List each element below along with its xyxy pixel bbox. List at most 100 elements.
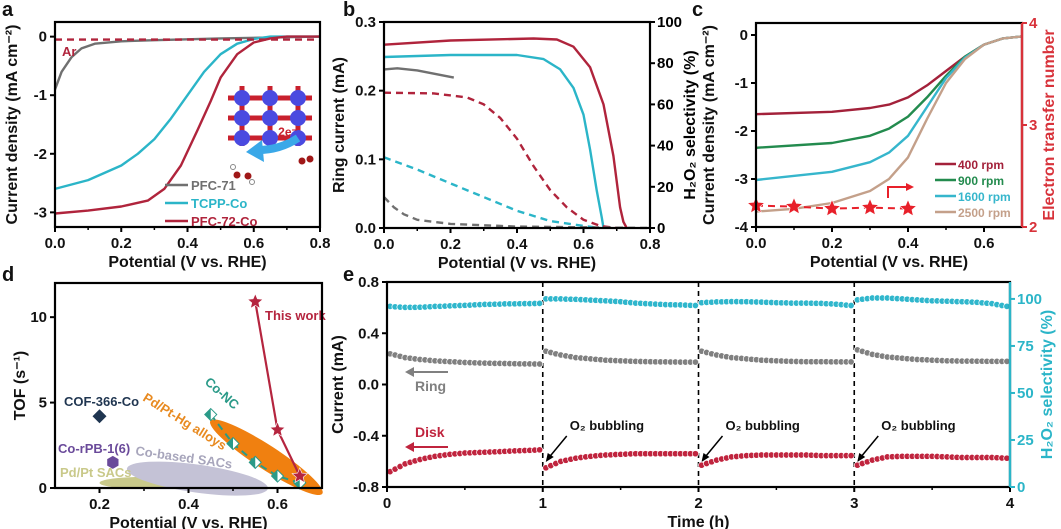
ar-label: Ar [62,44,76,59]
y-tick-label-b: 0.1 [355,151,376,168]
this-work-star [291,467,309,484]
panel-letter-e: e [343,264,354,286]
y2-tick-label-c: 3 [1029,117,1037,134]
curve-400-rpm [755,35,1023,116]
region-pd-pt-hg-alloys [210,419,323,495]
y2-tick-label-e: 75 [1017,338,1034,355]
ring-current-curve [383,91,617,230]
y-axis-title-c: Current density (mA cm⁻²) [701,25,718,225]
x-tick-label-b: 0.8 [640,236,661,253]
y2-tick-label-e: 25 [1017,432,1034,449]
electron-transfer-star [898,198,918,217]
y-axis-title-e: Current (mA) [330,335,347,434]
panel-letter-b: b [343,0,355,21]
x-axis-title-c: Potential (V vs. RHE) [810,254,968,271]
legend-label: 900 rpm [958,174,1004,188]
hydrogen-atom-icon [230,164,236,170]
x-tick-label-d: 0.2 [89,496,110,513]
y-tick-label-e: 0.4 [358,325,380,342]
y2-tick-label-c: 2 [1029,219,1037,236]
disk-point [691,450,699,458]
mof-node [290,110,306,126]
y-axis-title-b: Ring current (mA) [331,57,348,193]
y2-tick-label-b: 40 [657,138,674,155]
this-work-star [269,421,286,438]
y-tick-label-a: -1 [34,87,47,104]
disk-point [536,446,544,454]
curve-pfc-72-co [54,35,320,215]
x-tick-label-e: 4 [1006,495,1015,512]
legend-label: PFC-71 [191,178,236,193]
y2-axis-title-b: H₂O₂ selectivity (%) [682,50,699,199]
x-tick-label-c: 0.2 [822,235,843,252]
y-tick-label-a: -3 [34,204,47,221]
y-tick-label-d: 0 [39,480,47,497]
o2-bubbling-label: O₂ bubbling [570,418,644,433]
x-axis-title-d: Potential (V vs. RHE) [109,515,267,529]
ring-point [847,358,855,366]
electron-transfer-star [860,197,880,216]
y-axis-title-d: TOF (s⁻¹) [12,351,29,420]
co-nc-point-fill [204,408,211,421]
ring-current-curve [383,196,651,230]
y2-tick-label-b: 100 [657,14,682,31]
x-tick-label-d: 0.4 [178,496,200,513]
y-tick-label-c: 0 [740,27,748,44]
bubbling-arrowhead-icon [701,453,710,462]
mof-node [234,130,250,146]
y2-axis-title-e: H₂O₂ selectivity (%) [1039,310,1056,459]
legend-label: 400 rpm [958,158,1004,172]
x-tick-label-a: 0.2 [111,235,132,252]
label-this-work: This work [265,308,326,323]
y-tick-label-d: 5 [39,395,47,412]
y-tick-label-e: 0.8 [358,274,379,291]
y-tick-label-c: -2 [735,123,748,140]
mof-node [234,90,250,106]
y2-tick-label-b: 0 [657,220,665,237]
mof-node [290,90,306,106]
y2-tick-label-b: 80 [657,55,674,72]
curve-900-rpm [755,35,1023,149]
panel-letter-a: a [2,0,14,21]
label-co-nc: Co-NC [202,374,243,413]
right-axis-arrowhead-icon [906,183,914,191]
selectivity-curve [383,67,455,79]
panel-letter-d: d [2,264,14,286]
y2-tick-label-e: 0 [1017,479,1025,496]
co-nc-point-fill [249,456,256,469]
region-label-pd-pt-sacs: Pd/Pt SACs [60,465,132,480]
label-co-rpb: Co-rPB-1(6) [58,441,130,456]
electron-transfer-star [784,196,804,215]
oxygen-atom-icon [306,155,314,163]
y-tick-label-e: -0.4 [353,428,380,445]
y2-tick-label-e: 50 [1017,385,1034,402]
y2-tick-label-e: 100 [1017,291,1042,308]
mof-node [234,110,250,126]
inset-electron-label: 2e⁻ [278,125,298,139]
plot-frame-b [382,20,652,230]
x-tick-label-c: 0.4 [898,235,920,252]
legend-label: 1600 rpm [958,190,1011,204]
legend-label: PFC-72-Co [191,214,258,229]
ring-point [536,360,544,368]
ring-current-curve [383,156,601,230]
x-tick-label-c: 0.6 [974,235,995,252]
disk-arrowhead-icon [405,442,414,452]
x-tick-label-a: 0.8 [310,235,331,252]
bubbling-arrowhead-icon [857,453,866,462]
x-tick-label-e: 3 [850,495,858,512]
mof-node [262,90,278,106]
selectivity-curve [383,53,605,229]
y-tick-label-d: 10 [30,309,47,326]
disk-point [847,452,855,460]
x-tick-label-b: 0.4 [507,236,529,253]
y-tick-label-c: -4 [735,219,749,236]
x-axis-title-e: Time (h) [668,514,730,529]
ring-label: Ring [415,378,446,394]
y-axis-title-a: Current density (mA cm⁻²) [4,25,21,225]
hydrogen-atom-icon [249,179,255,185]
co-nc-point-fill [227,437,233,450]
ring-arrowhead-icon [405,367,414,377]
x-tick-label-a: 0.4 [177,235,199,252]
